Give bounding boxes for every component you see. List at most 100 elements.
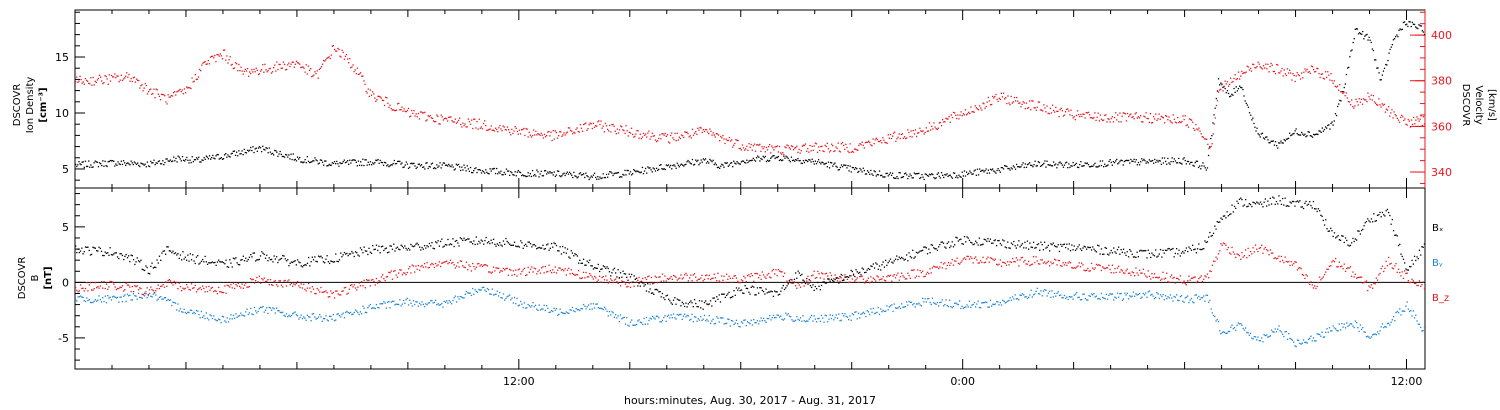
data-point [281, 67, 283, 69]
data-point [144, 292, 146, 294]
data-point [1158, 113, 1160, 115]
data-point [339, 55, 341, 57]
data-point [436, 114, 438, 116]
data-point [1202, 162, 1204, 164]
data-point [281, 155, 283, 158]
data-point [1131, 295, 1133, 297]
data-point [98, 295, 100, 297]
data-point [1256, 127, 1258, 129]
data-point [1256, 339, 1258, 341]
data-point [1331, 80, 1333, 82]
data-point [870, 169, 872, 172]
data-point [854, 280, 856, 282]
data-point [485, 264, 487, 266]
data-point [1148, 275, 1151, 277]
data-point [489, 271, 491, 273]
data-point [761, 271, 763, 273]
data-point [798, 284, 800, 286]
data-point [1068, 296, 1070, 298]
data-point [166, 299, 168, 302]
data-point [1405, 272, 1407, 275]
data-point [1035, 290, 1037, 292]
data-point [366, 279, 368, 281]
data-point [77, 164, 79, 166]
data-point [1285, 260, 1287, 263]
data-point [299, 63, 301, 65]
data-point [698, 164, 700, 166]
data-point [772, 147, 774, 149]
data-point [335, 163, 337, 165]
data-point [79, 250, 82, 252]
data-point [715, 164, 717, 166]
data-point [777, 269, 779, 271]
data-point [492, 129, 494, 131]
data-point [1378, 333, 1380, 335]
data-point [252, 313, 254, 316]
data-point [920, 305, 923, 307]
data-point [702, 158, 704, 160]
data-point [146, 161, 149, 163]
data-point [740, 161, 743, 163]
data-point [808, 151, 810, 153]
data-point [699, 162, 701, 164]
data-point [1026, 263, 1029, 265]
data-point [186, 156, 188, 159]
data-point [1243, 255, 1246, 257]
data-point [91, 301, 93, 304]
data-point [760, 317, 762, 319]
data-point [269, 279, 272, 281]
data-point [581, 130, 584, 132]
data-point [195, 291, 198, 293]
data-point [393, 300, 395, 302]
data-point [119, 79, 121, 81]
data-point [1204, 300, 1206, 302]
data-point [721, 163, 723, 165]
data-point [637, 320, 639, 322]
data-point [1049, 265, 1051, 267]
data-point [830, 150, 832, 152]
data-point [142, 294, 145, 296]
data-point [131, 80, 133, 83]
data-point [213, 290, 215, 293]
data-point [884, 141, 886, 144]
data-point [1112, 121, 1115, 123]
data-point [187, 311, 189, 313]
data-point [417, 163, 419, 165]
data-point [654, 139, 657, 141]
data-point [296, 62, 299, 64]
data-point [1336, 329, 1338, 332]
data-point [147, 272, 149, 274]
data-point [1402, 116, 1404, 118]
data-point [998, 304, 1000, 306]
data-point [895, 177, 897, 179]
data-point [1307, 338, 1310, 341]
data-point [328, 56, 330, 58]
data-point [1195, 160, 1197, 162]
data-point [731, 162, 733, 164]
data-point [224, 49, 226, 51]
data-point [1152, 159, 1154, 162]
data-point [294, 284, 296, 286]
data-point [1328, 74, 1330, 76]
data-point [1134, 113, 1136, 115]
data-point [137, 162, 139, 164]
data-point [554, 175, 556, 178]
data-point [1067, 298, 1069, 301]
data-point [376, 159, 378, 162]
data-point [270, 153, 273, 155]
data-point [1240, 75, 1242, 77]
data-point [120, 286, 122, 289]
data-point [186, 312, 188, 315]
data-point [389, 104, 391, 106]
data-point [1423, 326, 1426, 329]
data-point [941, 267, 943, 269]
data-point [1343, 86, 1345, 89]
data-point [683, 136, 685, 139]
data-point [1045, 289, 1047, 291]
data-point [806, 159, 808, 162]
data-point [702, 280, 704, 282]
data-point [1044, 261, 1046, 263]
data-point [1278, 72, 1280, 74]
data-point [1019, 294, 1021, 296]
data-point [713, 134, 715, 136]
